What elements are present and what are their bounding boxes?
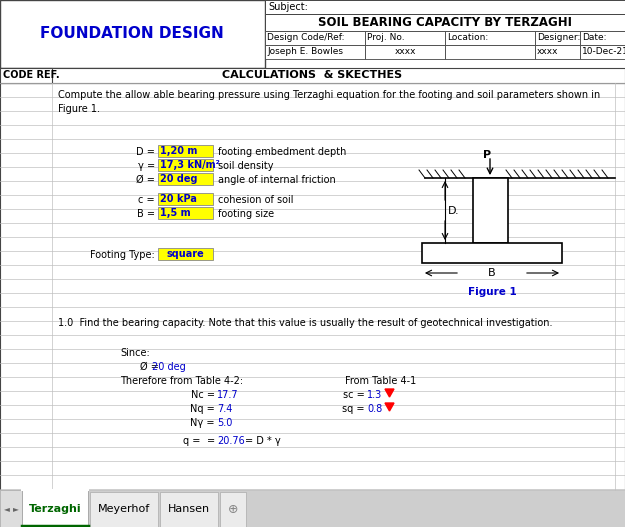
- Text: ◄: ◄: [4, 504, 10, 513]
- Bar: [90, 492, 158, 527]
- Text: 20.76: 20.76: [217, 436, 245, 446]
- Text: footing embedment depth: footing embedment depth: [218, 147, 346, 157]
- Text: Therefore from Table 4-2:: Therefore from Table 4-2:: [120, 376, 243, 386]
- Text: ⊕: ⊕: [228, 503, 238, 516]
- Bar: [0, 490, 625, 527]
- Text: 1,5 m: 1,5 m: [160, 208, 191, 218]
- Bar: [535, 31, 580, 45]
- Bar: [158, 193, 213, 205]
- Bar: [0, 490, 22, 527]
- Bar: [265, 0, 625, 14]
- Text: Location:: Location:: [447, 33, 488, 42]
- Text: Date:: Date:: [582, 33, 606, 42]
- Text: B: B: [488, 268, 496, 278]
- Text: = D * γ: = D * γ: [245, 436, 281, 446]
- Text: q =: q =: [183, 436, 201, 446]
- Text: Designer:: Designer:: [537, 33, 581, 42]
- Text: Hansen: Hansen: [168, 504, 210, 514]
- Text: 1,20 m: 1,20 m: [160, 146, 198, 156]
- Bar: [365, 31, 445, 45]
- Bar: [422, 243, 562, 263]
- Bar: [0, 0, 265, 68]
- Bar: [158, 173, 213, 185]
- Text: 20 kPa: 20 kPa: [160, 194, 197, 204]
- Bar: [220, 492, 246, 527]
- Text: Nq =: Nq =: [190, 404, 215, 414]
- Text: xxxx: xxxx: [394, 47, 416, 56]
- Bar: [0, 68, 625, 83]
- Text: cohesion of soil: cohesion of soil: [218, 195, 294, 205]
- Text: .: .: [455, 206, 459, 216]
- Text: Joseph E. Bowles: Joseph E. Bowles: [267, 47, 343, 56]
- Text: sc =: sc =: [343, 390, 365, 400]
- Text: c =: c =: [138, 195, 155, 205]
- Text: angle of internal friction: angle of internal friction: [218, 175, 336, 185]
- Text: Compute the allow able bearing pressure using Terzaghi equation for the footing : Compute the allow able bearing pressure …: [58, 90, 600, 100]
- Bar: [580, 31, 625, 45]
- Bar: [0, 83, 625, 490]
- Text: 17.7: 17.7: [217, 390, 239, 400]
- Text: Footing Type:: Footing Type:: [90, 250, 155, 260]
- Text: Subject:: Subject:: [268, 2, 308, 12]
- Text: 20 deg: 20 deg: [160, 174, 198, 184]
- Polygon shape: [385, 389, 394, 397]
- Text: γ =: γ =: [138, 161, 155, 171]
- Text: 1.0  Find the bearing capacity. Note that this value is usually the result of ge: 1.0 Find the bearing capacity. Note that…: [58, 318, 552, 328]
- Text: 0.8: 0.8: [367, 404, 382, 414]
- Bar: [473, 178, 508, 243]
- Text: CALCULATIONS  & SKECTHES: CALCULATIONS & SKECTHES: [222, 70, 402, 80]
- Text: 17,3 kN/m²: 17,3 kN/m²: [160, 160, 220, 170]
- Text: 5.0: 5.0: [217, 418, 232, 428]
- Text: Ø =: Ø =: [140, 362, 159, 372]
- Bar: [445, 31, 535, 45]
- Bar: [158, 159, 213, 171]
- Text: square: square: [167, 249, 204, 259]
- Text: D =: D =: [136, 147, 155, 157]
- Text: =: =: [207, 436, 215, 446]
- Bar: [535, 45, 580, 59]
- Bar: [445, 45, 535, 59]
- Bar: [265, 45, 365, 59]
- Text: SOIL BEARING CAPACITY BY TERZAGHI: SOIL BEARING CAPACITY BY TERZAGHI: [318, 16, 572, 29]
- Text: 20 deg: 20 deg: [152, 362, 186, 372]
- Bar: [0, 68, 52, 83]
- Bar: [265, 31, 365, 45]
- Text: 7.4: 7.4: [217, 404, 232, 414]
- Text: sq =: sq =: [342, 404, 365, 414]
- Text: 10-Dec-21: 10-Dec-21: [582, 47, 625, 56]
- Text: footing size: footing size: [218, 209, 274, 219]
- Text: Since:: Since:: [120, 348, 150, 358]
- Text: D: D: [448, 206, 456, 216]
- Text: Proj. No.: Proj. No.: [367, 33, 404, 42]
- Text: Terzaghi: Terzaghi: [29, 503, 81, 513]
- Text: Nc =: Nc =: [191, 390, 215, 400]
- Text: soil density: soil density: [218, 161, 274, 171]
- Bar: [580, 45, 625, 59]
- Bar: [158, 207, 213, 219]
- Text: ►: ►: [13, 504, 19, 513]
- Bar: [265, 14, 625, 31]
- Bar: [158, 145, 213, 157]
- Text: FOUNDATION DESIGN: FOUNDATION DESIGN: [40, 26, 224, 42]
- Text: Ø =: Ø =: [136, 175, 155, 185]
- Bar: [160, 492, 218, 527]
- Bar: [158, 248, 213, 260]
- Text: From Table 4-1: From Table 4-1: [345, 376, 416, 386]
- Bar: [365, 45, 445, 59]
- Text: B =: B =: [137, 209, 155, 219]
- Bar: [22, 490, 88, 527]
- Text: xxxx: xxxx: [537, 47, 559, 56]
- Text: CODE REF.: CODE REF.: [3, 70, 59, 80]
- Text: 1.3: 1.3: [367, 390, 382, 400]
- Text: Figure 1: Figure 1: [468, 287, 516, 297]
- Text: Design Code/Ref:: Design Code/Ref:: [267, 33, 344, 42]
- Text: Meyerhof: Meyerhof: [98, 504, 150, 514]
- Text: P: P: [483, 150, 491, 160]
- Text: Figure 1.: Figure 1.: [58, 104, 100, 114]
- Polygon shape: [385, 403, 394, 411]
- Text: Nγ =: Nγ =: [191, 418, 215, 428]
